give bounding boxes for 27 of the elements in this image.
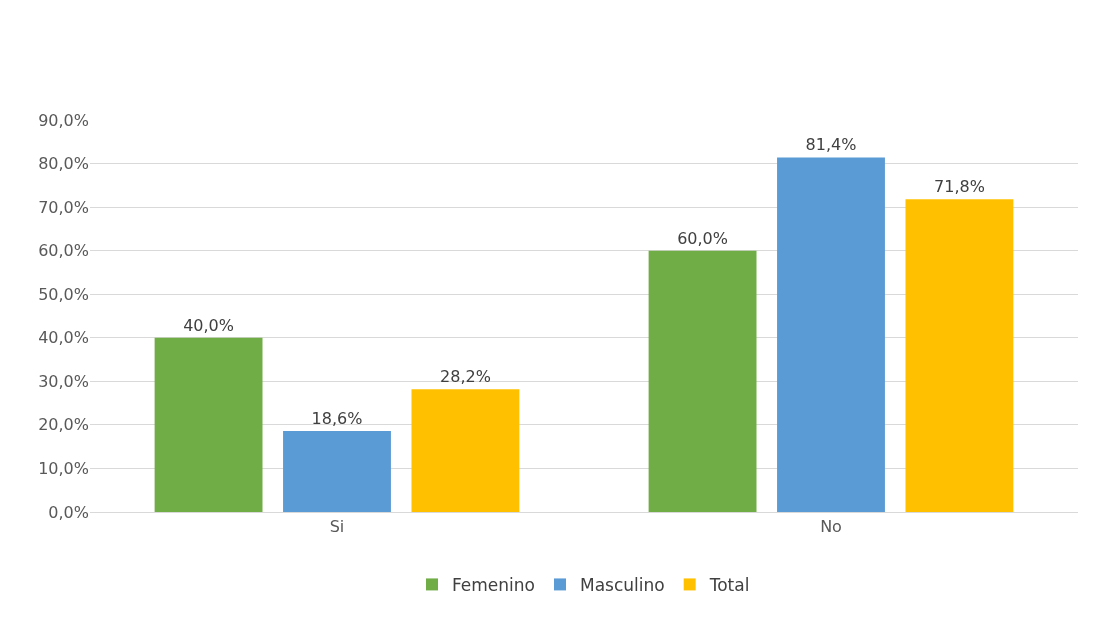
y-tick-label: 50,0% bbox=[38, 284, 89, 304]
bar bbox=[905, 199, 1014, 512]
bar bbox=[648, 250, 757, 512]
legend-label: Total bbox=[708, 575, 750, 596]
y-tick-label: 90,0% bbox=[38, 110, 89, 130]
y-tick-label: 0,0% bbox=[48, 502, 89, 522]
bar bbox=[283, 430, 391, 512]
data-label: 28,2% bbox=[440, 367, 491, 387]
y-tick-label: 30,0% bbox=[38, 371, 89, 391]
x-tick-label: Si bbox=[329, 517, 345, 537]
legend-label: Masculino bbox=[580, 575, 665, 596]
y-tick-label: 20,0% bbox=[38, 415, 89, 435]
y-tick-label: 10,0% bbox=[38, 459, 89, 479]
y-tick-label: 40,0% bbox=[38, 328, 89, 348]
data-label: 60,0% bbox=[677, 228, 728, 248]
y-tick-label: 60,0% bbox=[38, 241, 89, 261]
data-label: 18,6% bbox=[311, 408, 363, 428]
bar bbox=[154, 337, 263, 512]
data-label: 81,4% bbox=[805, 135, 857, 155]
y-tick-label: 70,0% bbox=[38, 197, 89, 217]
bar bbox=[777, 157, 885, 512]
y-tick-label: 80,0% bbox=[38, 154, 89, 174]
data-label: 71,8% bbox=[934, 177, 985, 197]
legend-label: Femenino bbox=[452, 575, 535, 596]
data-label: 40,0% bbox=[183, 315, 234, 335]
x-tick-label: No bbox=[820, 517, 842, 537]
bar bbox=[411, 389, 520, 512]
